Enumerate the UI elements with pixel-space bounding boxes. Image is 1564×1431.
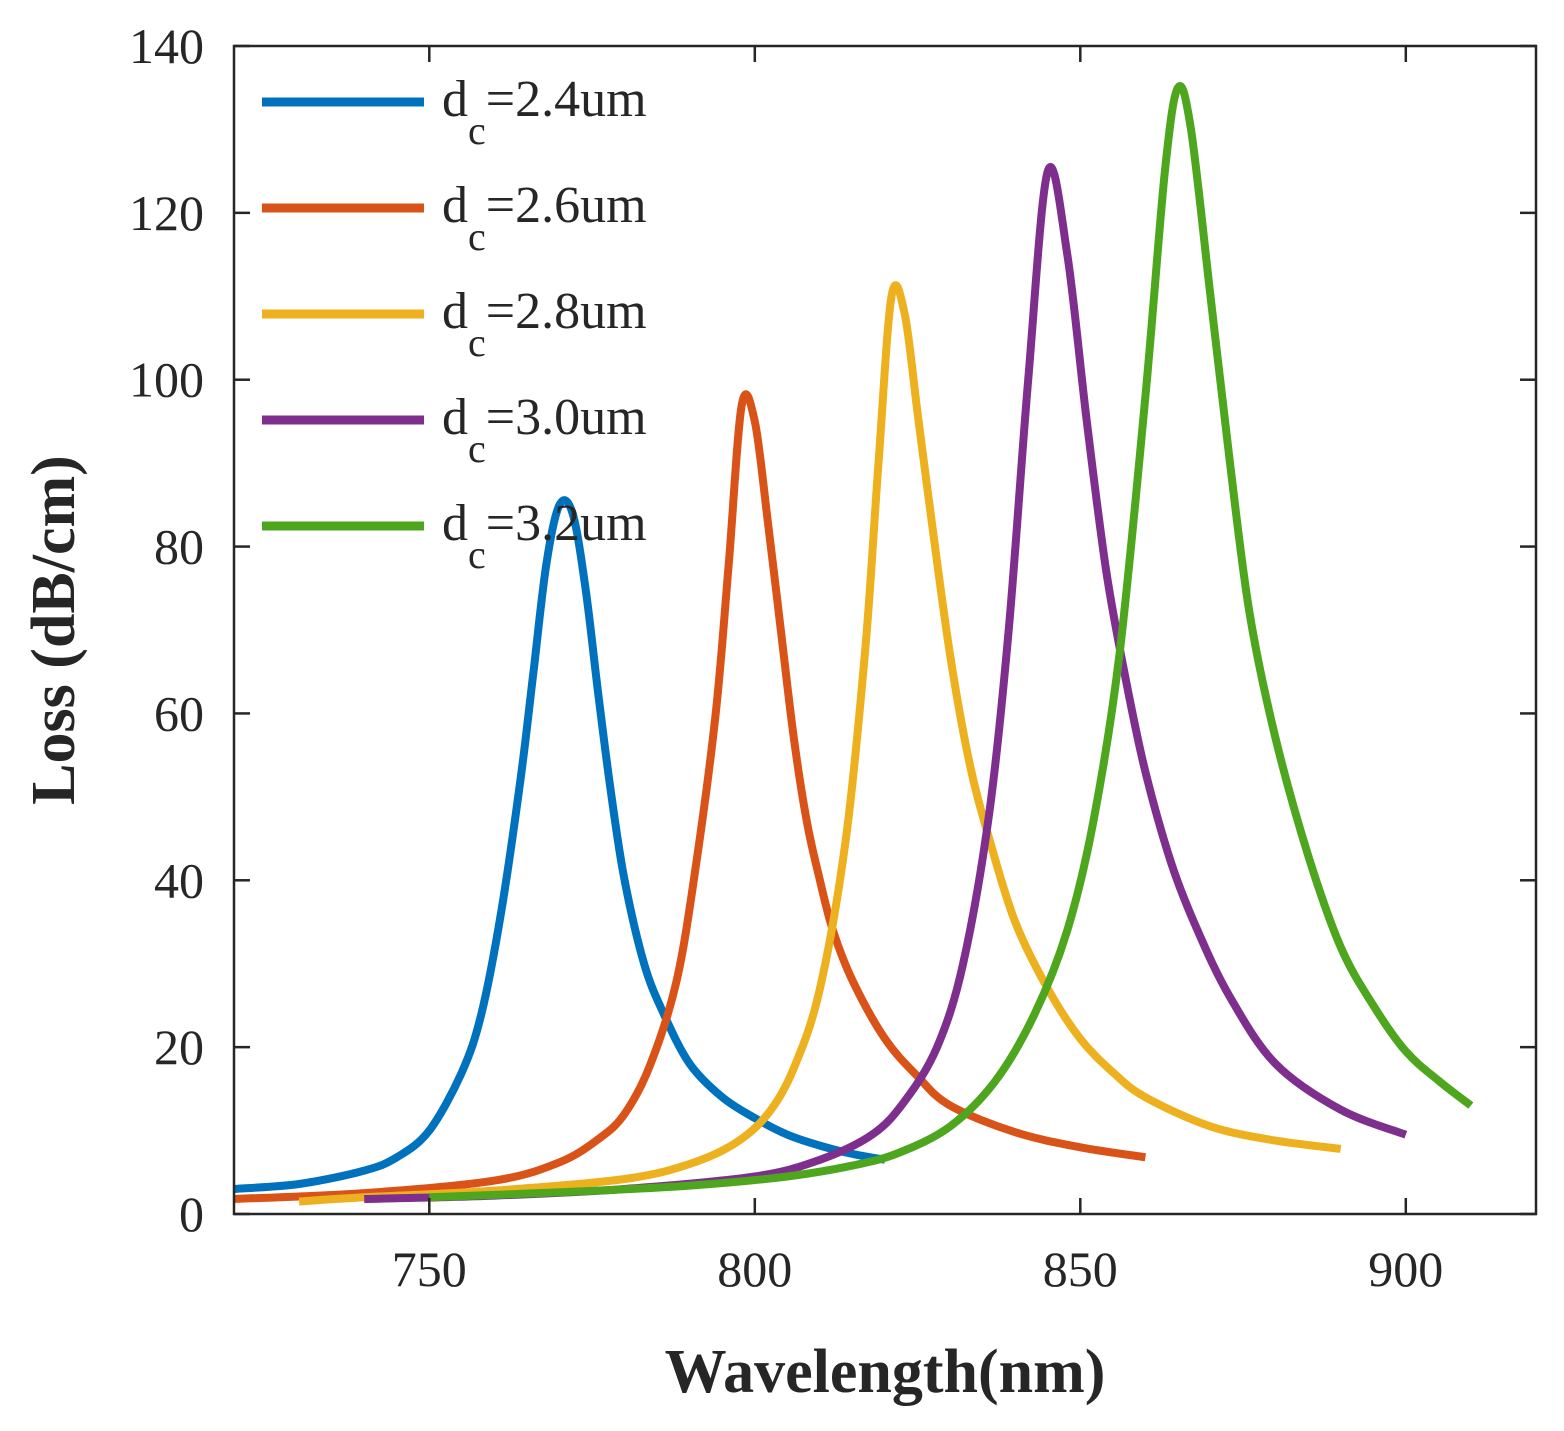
- y-tick-label: 0: [179, 1186, 204, 1242]
- series-layer: [234, 82, 1474, 1206]
- plot-frame: [232, 44, 1538, 1216]
- legend-label-rest: =3.2um: [486, 495, 647, 552]
- legend-label-rest: =3.0um: [486, 389, 647, 446]
- series-line-dc=3.2um: [429, 82, 1474, 1202]
- y-tick-label: 100: [129, 352, 204, 408]
- series-line-dc=3.0um: [364, 163, 1408, 1203]
- legend-label-subscript: c: [468, 108, 486, 153]
- legend-label: dc=2.8um: [442, 283, 647, 365]
- y-tick-label: 120: [129, 185, 204, 241]
- x-tick-label: 750: [392, 1241, 467, 1297]
- legend-label-rest: =2.4um: [486, 71, 647, 128]
- legend-label-subscript: c: [468, 214, 486, 259]
- axis-ticks: 750 800 850 900 0 20 40 60 80 100 120 140: [129, 18, 1536, 1297]
- y-tick-label: 40: [154, 852, 204, 908]
- legend-label-rest: =2.6um: [486, 177, 647, 234]
- x-axis-title: Wavelength(nm): [665, 1338, 1106, 1406]
- y-tick-label: 20: [154, 1019, 204, 1075]
- legend-label-subscript: c: [468, 532, 486, 577]
- legend-label-main: d: [442, 283, 468, 340]
- legend-label-rest: =2.8um: [486, 283, 647, 340]
- x-tick-label: 900: [1368, 1241, 1443, 1297]
- legend-label: dc=2.6um: [442, 177, 647, 259]
- legend-label-main: d: [442, 177, 468, 234]
- legend-label-main: d: [442, 71, 468, 128]
- legend-label-subscript: c: [468, 320, 486, 365]
- series-line-dc=2.8um: [298, 281, 1342, 1206]
- y-tick-label: 140: [129, 18, 204, 74]
- legend-label-main: d: [442, 389, 468, 446]
- series-line-dc=2.4um: [234, 496, 886, 1193]
- y-tick-label: 60: [154, 685, 204, 741]
- legend-label: dc=3.2um: [442, 495, 647, 577]
- y-tick-label: 80: [154, 519, 204, 575]
- legend-label: dc=2.4um: [442, 71, 647, 153]
- legend-label-subscript: c: [468, 426, 486, 471]
- legend-label-main: d: [442, 495, 468, 552]
- series-line-dc=2.6um: [234, 390, 1147, 1203]
- x-tick-label: 800: [717, 1241, 792, 1297]
- legend-label: dc=3.0um: [442, 389, 647, 471]
- x-tick-label: 850: [1043, 1241, 1118, 1297]
- y-axis-title: Loss (dB/cm): [20, 455, 88, 805]
